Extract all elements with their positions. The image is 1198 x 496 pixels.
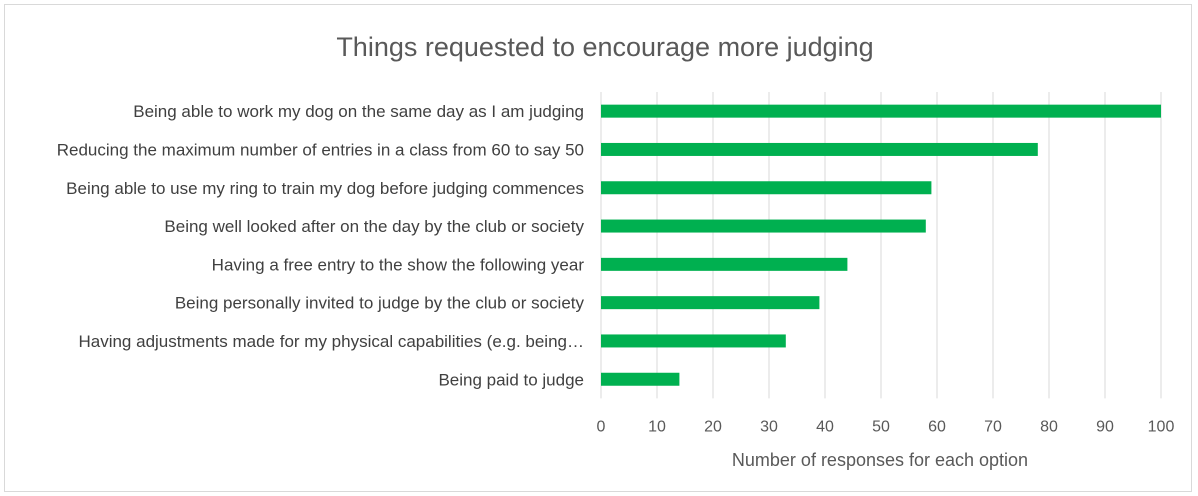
x-tick-label: 0 <box>597 418 606 435</box>
category-label: Being able to work my dog on the same da… <box>133 102 584 121</box>
x-tick-label: 70 <box>984 418 1002 435</box>
bar <box>601 296 820 310</box>
bar <box>601 142 1038 156</box>
category-label: Being personally invited to judge by the… <box>175 294 585 313</box>
category-label: Having a free entry to the show the foll… <box>212 255 585 274</box>
x-tick-label: 80 <box>1040 418 1058 435</box>
bar <box>601 372 680 386</box>
x-tick-label: 50 <box>872 418 890 435</box>
x-tick-label: 30 <box>760 418 778 435</box>
category-label: Having adjustments made for my physical … <box>78 332 584 351</box>
bar <box>601 104 1161 118</box>
x-tick-label: 60 <box>928 418 946 435</box>
x-tick-label: 100 <box>1148 418 1175 435</box>
x-tick-label: 10 <box>648 418 666 435</box>
category-label: Reducing the maximum number of entries i… <box>57 140 584 159</box>
bar <box>601 334 786 348</box>
bars <box>601 104 1161 386</box>
chart-title: Things requested to encourage more judgi… <box>336 32 873 62</box>
category-label: Being well looked after on the day by th… <box>164 217 584 236</box>
x-tick-label: 90 <box>1096 418 1114 435</box>
category-label: Being paid to judge <box>438 370 584 389</box>
gridlines <box>600 92 1162 399</box>
chart-frame <box>4 4 1192 492</box>
x-axis-title: Number of responses for each option <box>732 450 1028 470</box>
bar <box>601 181 932 195</box>
bar <box>601 257 848 271</box>
x-tick-label: 20 <box>704 418 722 435</box>
x-tick-label: 40 <box>816 418 834 435</box>
category-label: Being able to use my ring to train my do… <box>66 179 584 198</box>
bar <box>601 219 926 233</box>
category-labels: Being able to work my dog on the same da… <box>57 102 585 389</box>
x-tick-labels: 0 10 20 30 40 50 60 70 80 90 100 <box>597 418 1175 435</box>
